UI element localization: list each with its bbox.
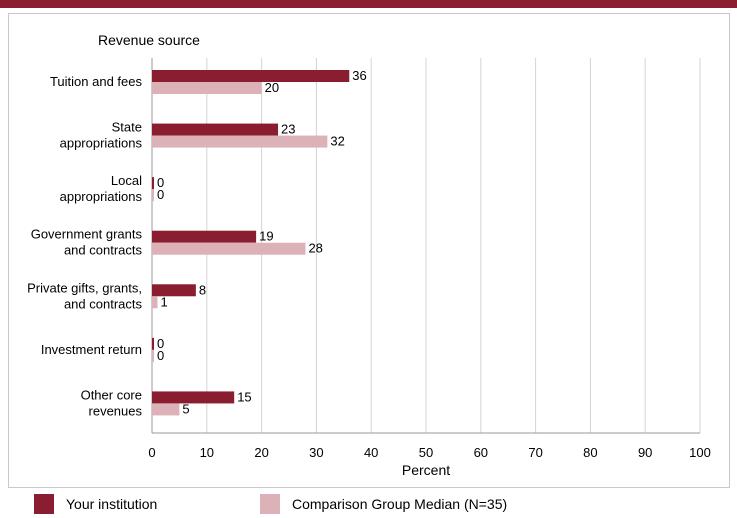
legend-label-comparison-median: Comparison Group Median (N=35) xyxy=(292,496,508,512)
bar-s0-c2 xyxy=(152,177,154,190)
x-tick-label-50: 50 xyxy=(419,445,433,460)
data-label-s0-c3: 19 xyxy=(259,229,273,244)
bar-s0-c1 xyxy=(152,123,279,136)
x-tick-label-100: 100 xyxy=(689,445,711,460)
bar-s1-c1 xyxy=(152,135,328,148)
chart-legend: Your institution Comparison Group Median… xyxy=(0,490,737,518)
category-label-6-0: Other core xyxy=(81,387,142,402)
x-tick-label-40: 40 xyxy=(364,445,378,460)
bar-s0-c0 xyxy=(152,70,350,82)
legend-label-your-institution: Your institution xyxy=(66,496,158,512)
bar-s1-c2 xyxy=(152,189,154,202)
category-label-6-1: revenues xyxy=(89,403,143,418)
category-label-0-0: Tuition and fees xyxy=(50,74,143,89)
data-label-s0-c4: 8 xyxy=(199,282,206,297)
category-label-3-0: Government grants xyxy=(31,227,143,242)
bar-s0-c3 xyxy=(152,230,257,243)
bar-s0-c4 xyxy=(152,284,196,297)
x-tick-label-90: 90 xyxy=(638,445,652,460)
data-label-s1-c6: 5 xyxy=(182,401,189,416)
x-tick-label-60: 60 xyxy=(474,445,488,460)
data-label-s1-c2: 0 xyxy=(157,187,164,202)
data-label-s0-c2: 0 xyxy=(157,175,164,190)
category-label-2-1: appropriations xyxy=(60,189,143,204)
header-accent-bar xyxy=(0,0,737,8)
data-label-s0-c1: 23 xyxy=(281,122,295,137)
data-label-s0-c6: 15 xyxy=(237,389,251,404)
category-label-5-0: Investment return xyxy=(41,342,142,357)
data-label-s1-c4: 1 xyxy=(160,294,167,309)
category-label-4-1: and contracts xyxy=(64,296,143,311)
category-label-4-0: Private gifts, grants, xyxy=(27,280,142,295)
data-label-s1-c1: 32 xyxy=(330,134,344,149)
x-tick-label-0: 0 xyxy=(148,445,155,460)
category-label-2-0: Local xyxy=(111,173,142,188)
data-label-s0-c0: 36 xyxy=(352,68,366,83)
x-tick-label-10: 10 xyxy=(200,445,214,460)
data-label-s0-c5: 0 xyxy=(157,336,164,351)
category-label-1-0: State xyxy=(112,120,142,135)
category-label-1-1: appropriations xyxy=(60,136,143,151)
x-tick-label-80: 80 xyxy=(583,445,597,460)
bar-s0-c5 xyxy=(152,337,154,350)
data-label-s1-c3: 28 xyxy=(308,241,322,256)
x-tick-label-30: 30 xyxy=(309,445,323,460)
legend-swatch-your-institution xyxy=(34,494,54,514)
x-axis-label: Percent xyxy=(402,462,450,478)
x-tick-label-70: 70 xyxy=(528,445,542,460)
legend-item-comparison-median: Comparison Group Median (N=35) xyxy=(260,494,507,514)
legend-item-your-institution: Your institution xyxy=(34,494,157,514)
category-label-3-1: and contracts xyxy=(64,243,143,258)
chart-frame xyxy=(8,13,730,488)
data-label-s1-c0: 20 xyxy=(265,80,279,95)
bar-s1-c0 xyxy=(152,82,262,94)
x-tick-label-20: 20 xyxy=(254,445,268,460)
data-label-s1-c5: 0 xyxy=(157,348,164,363)
bar-s0-c6 xyxy=(152,391,235,404)
bar-s1-c5 xyxy=(152,349,154,362)
legend-swatch-comparison-median xyxy=(260,494,280,514)
bar-s1-c3 xyxy=(152,242,306,255)
chart-title: Revenue source xyxy=(98,32,200,48)
bar-s1-c4 xyxy=(152,296,158,309)
bar-s1-c6 xyxy=(152,403,180,416)
